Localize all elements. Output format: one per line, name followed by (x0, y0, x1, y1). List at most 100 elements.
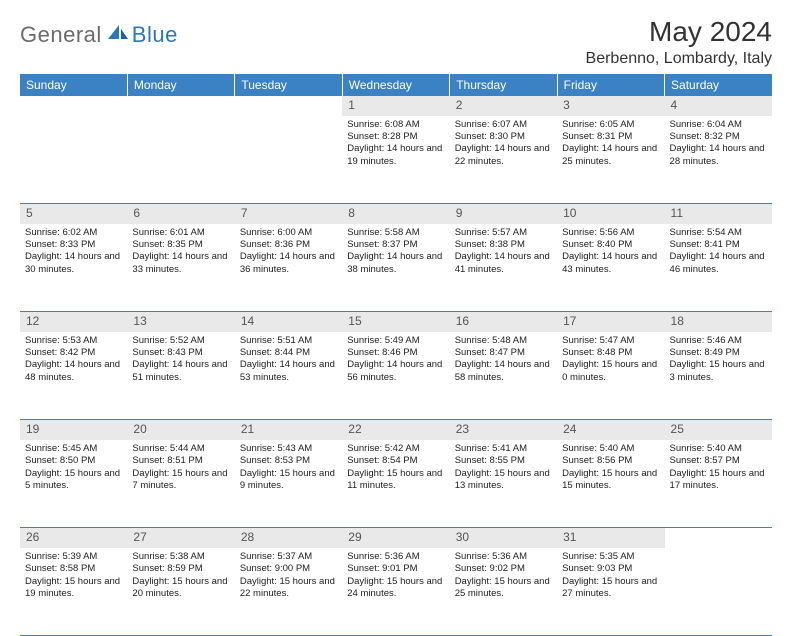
day-cell: Sunrise: 6:00 AMSunset: 8:36 PMDaylight:… (235, 224, 342, 312)
sunset-line: Sunset: 8:51 PM (132, 455, 229, 467)
day-number-row: 567891011 (20, 204, 772, 224)
sunrise-line: Sunrise: 5:39 AM (25, 551, 122, 563)
sunset-line: Sunset: 8:35 PM (132, 239, 229, 251)
header: General Blue May 2024 Berbenno, Lombardy… (20, 16, 772, 68)
day-number-cell: 28 (235, 528, 342, 548)
day-cell: Sunrise: 5:37 AMSunset: 9:00 PMDaylight:… (235, 548, 342, 636)
day-cell: Sunrise: 5:52 AMSunset: 8:43 PMDaylight:… (127, 332, 234, 420)
sunrise-line: Sunrise: 5:45 AM (25, 443, 122, 455)
day-cell: Sunrise: 5:42 AMSunset: 8:54 PMDaylight:… (342, 440, 449, 528)
day-number-cell: 7 (235, 204, 342, 224)
day-number-row: 12131415161718 (20, 312, 772, 332)
day-header: Sunday (20, 74, 127, 96)
sunrise-line: Sunrise: 5:51 AM (240, 335, 337, 347)
day-content-row: Sunrise: 5:53 AMSunset: 8:42 PMDaylight:… (20, 332, 772, 420)
day-cell: Sunrise: 5:38 AMSunset: 8:59 PMDaylight:… (127, 548, 234, 636)
day-cell: Sunrise: 6:01 AMSunset: 8:35 PMDaylight:… (127, 224, 234, 312)
day-cell: Sunrise: 6:08 AMSunset: 8:28 PMDaylight:… (342, 116, 449, 204)
day-cell: Sunrise: 5:45 AMSunset: 8:50 PMDaylight:… (20, 440, 127, 528)
day-cell: Sunrise: 5:41 AMSunset: 8:55 PMDaylight:… (450, 440, 557, 528)
daylight-line: Daylight: 15 hours and 15 minutes. (562, 468, 659, 493)
sunrise-line: Sunrise: 6:07 AM (455, 119, 552, 131)
sunset-line: Sunset: 9:03 PM (562, 563, 659, 575)
sunset-line: Sunset: 8:59 PM (132, 563, 229, 575)
day-cell (235, 116, 342, 204)
daylight-line: Daylight: 14 hours and 28 minutes. (670, 143, 767, 168)
daylight-line: Daylight: 15 hours and 20 minutes. (132, 576, 229, 601)
sunrise-line: Sunrise: 5:38 AM (132, 551, 229, 563)
sunset-line: Sunset: 8:38 PM (455, 239, 552, 251)
calendar-table: SundayMondayTuesdayWednesdayThursdayFrid… (20, 74, 772, 636)
day-number-cell: 6 (127, 204, 234, 224)
day-cell: Sunrise: 5:36 AMSunset: 9:01 PMDaylight:… (342, 548, 449, 636)
daylight-line: Daylight: 14 hours and 38 minutes. (347, 251, 444, 276)
page-title: May 2024 (586, 16, 772, 48)
daylight-line: Daylight: 14 hours and 33 minutes. (132, 251, 229, 276)
sunset-line: Sunset: 8:47 PM (455, 347, 552, 359)
day-number-row: 1234 (20, 96, 772, 116)
day-cell: Sunrise: 5:51 AMSunset: 8:44 PMDaylight:… (235, 332, 342, 420)
daylight-line: Daylight: 15 hours and 5 minutes. (25, 468, 122, 493)
daylight-line: Daylight: 14 hours and 19 minutes. (347, 143, 444, 168)
sunrise-line: Sunrise: 5:46 AM (670, 335, 767, 347)
day-number-cell: 2 (450, 96, 557, 116)
sunset-line: Sunset: 8:40 PM (562, 239, 659, 251)
daylight-line: Daylight: 15 hours and 13 minutes. (455, 468, 552, 493)
daylight-line: Daylight: 14 hours and 51 minutes. (132, 359, 229, 384)
title-block: May 2024 Berbenno, Lombardy, Italy (586, 16, 772, 68)
day-number-cell (127, 96, 234, 116)
day-cell (20, 116, 127, 204)
daylight-line: Daylight: 15 hours and 7 minutes. (132, 468, 229, 493)
sunrise-line: Sunrise: 5:56 AM (562, 227, 659, 239)
daylight-line: Daylight: 15 hours and 17 minutes. (670, 468, 767, 493)
day-number-cell: 19 (20, 420, 127, 440)
sunset-line: Sunset: 8:56 PM (562, 455, 659, 467)
sunrise-line: Sunrise: 5:35 AM (562, 551, 659, 563)
day-cell: Sunrise: 6:04 AMSunset: 8:32 PMDaylight:… (665, 116, 772, 204)
day-header: Tuesday (235, 74, 342, 96)
day-number-row: 19202122232425 (20, 420, 772, 440)
day-number-cell: 17 (557, 312, 664, 332)
sunset-line: Sunset: 8:50 PM (25, 455, 122, 467)
logo: General Blue (20, 16, 178, 48)
sunrise-line: Sunrise: 6:04 AM (670, 119, 767, 131)
sunrise-line: Sunrise: 6:01 AM (132, 227, 229, 239)
day-header: Wednesday (342, 74, 449, 96)
day-header: Thursday (450, 74, 557, 96)
sunrise-line: Sunrise: 5:41 AM (455, 443, 552, 455)
sunset-line: Sunset: 8:33 PM (25, 239, 122, 251)
logo-sail-icon (108, 24, 128, 45)
day-number-cell: 4 (665, 96, 772, 116)
day-cell: Sunrise: 5:39 AMSunset: 8:58 PMDaylight:… (20, 548, 127, 636)
daylight-line: Daylight: 15 hours and 25 minutes. (455, 576, 552, 601)
sunset-line: Sunset: 8:41 PM (670, 239, 767, 251)
sunset-line: Sunset: 8:58 PM (25, 563, 122, 575)
sunset-line: Sunset: 8:28 PM (347, 131, 444, 143)
sunset-line: Sunset: 9:00 PM (240, 563, 337, 575)
day-number-cell: 5 (20, 204, 127, 224)
day-content-row: Sunrise: 5:39 AMSunset: 8:58 PM Daylight:… (20, 548, 772, 636)
sunrise-line: Sunrise: 6:05 AM (562, 119, 659, 131)
day-number-cell: 3 (557, 96, 664, 116)
sunset-line: Sunset: 8:54 PM (347, 455, 444, 467)
sunrise-line: Sunrise: 5:37 AM (240, 551, 337, 563)
sunrise-line: Sunrise: 5:57 AM (455, 227, 552, 239)
day-cell: Sunrise: 6:05 AMSunset: 8:31 PMDaylight:… (557, 116, 664, 204)
day-number-cell: 31 (557, 528, 664, 548)
day-header-row: SundayMondayTuesdayWednesdayThursdayFrid… (20, 74, 772, 96)
day-cell: Sunrise: 5:40 AMSunset: 8:56 PMDaylight:… (557, 440, 664, 528)
sunset-line: Sunset: 8:36 PM (240, 239, 337, 251)
sunrise-line: Sunrise: 5:49 AM (347, 335, 444, 347)
day-cell: Sunrise: 6:02 AMSunset: 8:33 PMDaylight:… (20, 224, 127, 312)
day-number-cell: 30 (450, 528, 557, 548)
sunrise-line: Sunrise: 5:48 AM (455, 335, 552, 347)
day-cell: Sunrise: 5:47 AMSunset: 8:48 PMDaylight:… (557, 332, 664, 420)
sunrise-line: Sunrise: 5:36 AM (347, 551, 444, 563)
sunrise-line: Sunrise: 5:36 AM (455, 551, 552, 563)
day-number-cell: 27 (127, 528, 234, 548)
day-number-cell: 10 (557, 204, 664, 224)
day-number-cell (665, 528, 772, 548)
day-cell: Sunrise: 5:53 AMSunset: 8:42 PMDaylight:… (20, 332, 127, 420)
sunset-line: Sunset: 8:31 PM (562, 131, 659, 143)
daylight-line: Daylight: 15 hours and 27 minutes. (562, 576, 659, 601)
